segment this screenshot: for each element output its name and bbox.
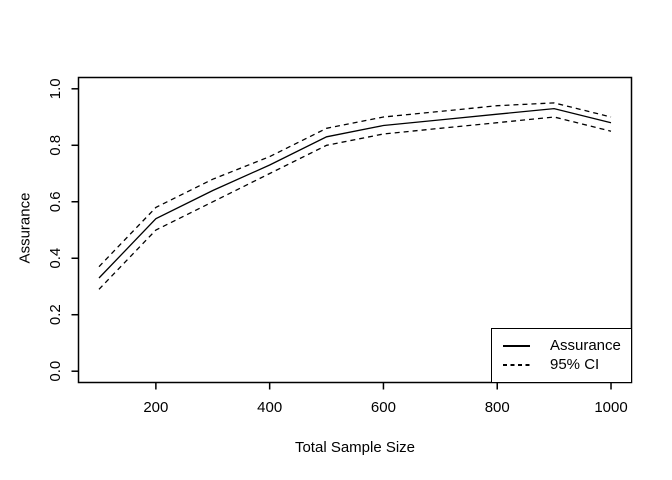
series-line-ci xyxy=(98,116,612,290)
plot-box xyxy=(77,76,633,384)
series-line-ci xyxy=(98,102,612,268)
y-axis-tick-label: 0.8 xyxy=(47,135,64,156)
y-axis-tick-label: 0.4 xyxy=(47,248,64,269)
x-axis-tick-label: 1000 xyxy=(594,399,627,416)
solid-line-sample xyxy=(503,345,530,347)
legend-label-95ci: 95% CI xyxy=(550,356,600,373)
legend-item-95ci: 95% CI xyxy=(503,357,631,374)
legend-label-assurance: Assurance xyxy=(550,337,621,354)
x-axis-title: Total Sample Size xyxy=(294,439,416,456)
x-axis-tick-label: 800 xyxy=(485,399,510,416)
y-axis-tick-label: 0.0 xyxy=(47,361,64,382)
dashed-line-sample xyxy=(503,364,530,366)
x-axis-tick-label: 600 xyxy=(371,399,396,416)
x-axis-tick-label: 200 xyxy=(143,399,168,416)
legend-item-assurance: Assurance xyxy=(503,338,631,355)
y-axis-tick-label: 1.0 xyxy=(47,78,64,99)
series-line-assurance xyxy=(98,107,612,279)
y-axis-tick-label: 0.2 xyxy=(47,304,64,325)
x-axis-tick-label: 400 xyxy=(257,399,282,416)
y-axis-tick-label: 0.6 xyxy=(47,191,64,212)
y-axis-title: Assurance xyxy=(16,192,34,264)
legend: Assurance 95% CI xyxy=(491,328,632,383)
